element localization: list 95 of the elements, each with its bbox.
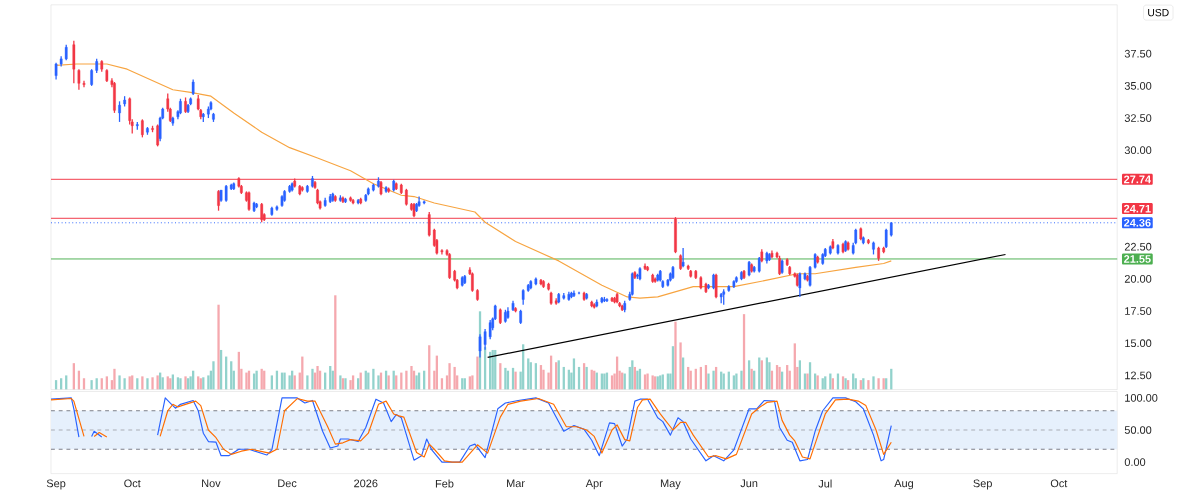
bar [872,376,875,390]
candlestick [179,98,182,115]
bar [311,368,314,390]
x-tick-label: Jul [818,479,832,488]
y-tick-label: 37.50 [1124,49,1152,58]
candlestick [504,309,507,324]
candlestick [476,288,479,302]
line-series [55,63,892,299]
bar [141,376,144,390]
candlestick [123,95,126,108]
candlestick [405,188,408,207]
bar [113,368,116,390]
bar [151,377,154,390]
bar [476,356,479,390]
ref-line-label: 24.71 [1124,204,1151,213]
candlestick [448,252,451,280]
x-tick-label: Jun [740,479,758,488]
bar [585,367,588,390]
x-tick-label: Sep [973,479,992,490]
y-tick-label: 35.00 [1124,82,1152,90]
candlestick [113,81,116,114]
candlestick [735,275,738,284]
candlestick [707,283,710,290]
bar [306,375,309,390]
candlestick [212,112,215,123]
candlestick [141,118,144,139]
x-tick-label: Apr [585,479,603,490]
candlestick [867,238,870,245]
candlestick [207,105,210,119]
x-tick-label: Oct [1050,479,1068,488]
x-tick-label: Oct [124,479,141,488]
y-tick-label: 17.50 [1125,307,1152,316]
bar [217,304,220,390]
candlestick [90,68,93,87]
bar [679,342,682,390]
candlestick [806,274,809,283]
candlestick [372,183,375,193]
x-tick-label: Nov [202,479,221,488]
candlestick [514,306,517,314]
bar [674,321,677,390]
y-tick-label: 30.00 [1124,146,1152,155]
ref-line-label: 27.74 [1124,175,1152,184]
bar [118,375,121,390]
bar [288,375,291,390]
ref-line-label: 24.36 [1124,219,1151,227]
candlestick [877,246,880,262]
bar [707,373,710,390]
x-tick-label: Mar [507,479,525,488]
x-tick-label: Aug [894,479,914,490]
candlestick [646,265,649,272]
candlestick [118,100,121,123]
bar [387,375,390,390]
bar [453,367,456,390]
bar [405,370,408,390]
x-tick-label: Dec [278,479,297,488]
candlestick [547,282,550,292]
candlestick [283,189,286,203]
candlestick [151,125,154,133]
candlestick [377,176,380,189]
x-tick-label: 2026 [354,479,378,488]
y-tick-label: 0.00 [1124,458,1146,467]
candlestick [146,126,149,136]
bar [123,378,126,390]
y-tick-label: 12.50 [1125,371,1152,380]
bar [740,370,743,390]
text: USD [1148,9,1169,17]
bar [316,366,319,390]
y-tick-label: 32.50 [1124,114,1152,123]
y-tick-label: 100.00 [1125,394,1158,402]
candlestick [471,271,474,293]
y-tick-label: 50.00 [1124,426,1152,434]
y-tick-label: 20.00 [1124,275,1152,283]
candlestick [349,196,352,203]
bar [146,378,149,390]
y-tick-label: 22.50 [1124,242,1152,251]
x-tick-label: May [660,479,681,490]
bar [212,361,215,390]
candlestick [872,241,875,256]
candlestick [306,184,309,194]
bar [372,368,375,390]
candlestick [679,253,682,271]
candlestick [156,123,159,148]
ref-line-label: 21.55 [1124,255,1151,263]
bar [542,369,545,390]
bar [90,380,93,390]
bar [207,375,210,390]
bar [867,380,870,390]
bar [410,366,413,390]
bar [768,362,771,390]
bar [877,378,880,390]
candlestick [255,202,258,209]
y-tick-label: 15.00 [1125,339,1152,348]
x-tick-label: Sep [46,479,66,490]
x-tick-label: Feb [435,479,454,488]
bar [448,363,451,390]
